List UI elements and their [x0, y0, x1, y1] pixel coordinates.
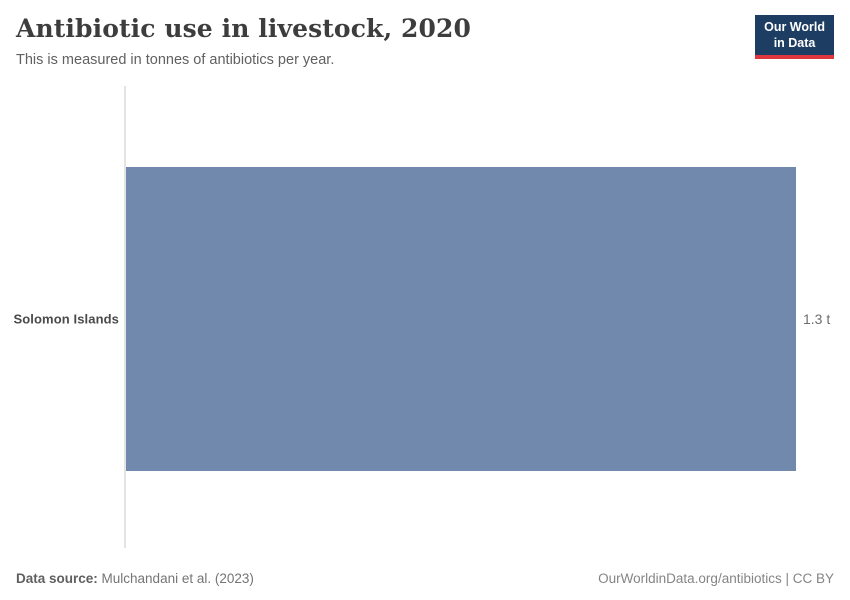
header: Antibiotic use in livestock, 2020 This i…: [16, 14, 834, 69]
owid-logo-line1: Our World: [764, 20, 825, 34]
bar[interactable]: [126, 167, 796, 471]
plot-area: Solomon Islands 1.3 t: [0, 86, 850, 548]
entity-label: Solomon Islands: [13, 311, 119, 327]
footer: Data source: Mulchandani et al. (2023) O…: [16, 571, 834, 586]
chart-subtitle: This is measured in tonnes of antibiotic…: [16, 52, 335, 68]
data-source-label: Data source:: [16, 571, 98, 586]
bar-track: [126, 167, 796, 471]
data-source-value: Mulchandani et al. (2023): [97, 571, 254, 586]
value-label: 1.3 t: [803, 311, 831, 327]
y-axis-line: [124, 86, 126, 548]
credit-link[interactable]: OurWorldinData.org/antibiotics | CC BY: [598, 571, 834, 586]
data-source: Data source: Mulchandani et al. (2023): [16, 571, 254, 586]
owid-logo: Our World in Data: [755, 15, 834, 60]
owid-logo-line2: in Data: [773, 35, 816, 50]
page-title: Antibiotic use in livestock, 2020: [16, 14, 472, 43]
title-block: Antibiotic use in livestock, 2020 This i…: [16, 14, 471, 69]
